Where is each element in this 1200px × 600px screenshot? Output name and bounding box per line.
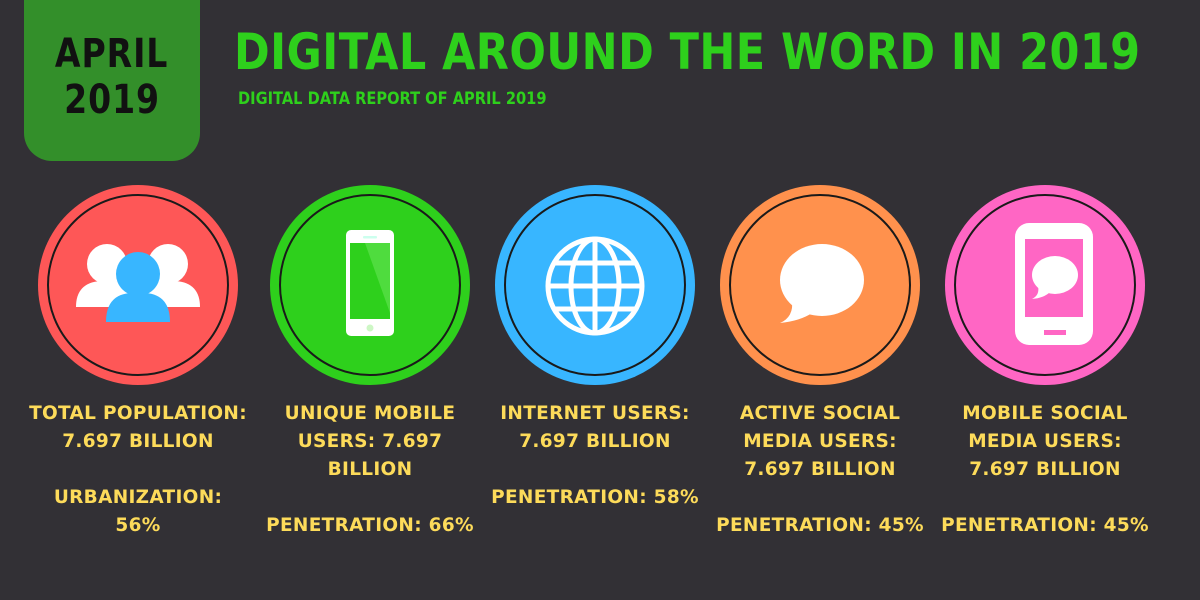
stat-detail-label: URBANIZATION: xyxy=(53,487,223,508)
stat-detail: PENETRATION: 66% xyxy=(266,515,474,536)
stat-detail-value: 56% xyxy=(115,515,161,536)
stat-label: TOTAL POPULATION: xyxy=(29,403,247,424)
stat-label: MOBILE SOCIAL xyxy=(962,403,1128,424)
stat-label: MEDIA USERS: xyxy=(743,431,897,452)
people-icon xyxy=(76,244,200,322)
speech-bubble-icon xyxy=(780,244,864,323)
stat-text: UNIQUE MOBILE USERS: 7.697 BILLION PENET… xyxy=(255,400,485,540)
stat-circle xyxy=(270,185,470,385)
stat-label: MEDIA USERS: xyxy=(968,431,1122,452)
badge-month: APRIL xyxy=(55,30,169,77)
stat-text: MOBILE SOCIAL MEDIA USERS: 7.697 BILLION… xyxy=(930,400,1160,540)
stat-circle xyxy=(495,185,695,385)
stat-label: ACTIVE SOCIAL xyxy=(739,403,901,424)
stat-detail: PENETRATION: 45% xyxy=(716,515,924,536)
stat-detail: PENETRATION: 58% xyxy=(491,487,699,508)
stat-label: USERS: 7.697 xyxy=(297,431,443,452)
stat-value: BILLION xyxy=(327,459,413,480)
page-subtitle: DIGITAL DATA REPORT OF APRIL 2019 xyxy=(238,89,547,109)
globe-icon xyxy=(545,236,645,336)
smartphone-icon xyxy=(346,230,394,336)
date-badge: APRIL 2019 xyxy=(24,0,200,161)
stat-value: 7.697 BILLION xyxy=(62,431,214,452)
stat-circle xyxy=(38,185,238,385)
stat-text: TOTAL POPULATION: 7.697 BILLION URBANIZA… xyxy=(23,400,253,540)
stat-label: INTERNET USERS: xyxy=(500,403,690,424)
stat-value: 7.697 BILLION xyxy=(969,459,1121,480)
stat-text: ACTIVE SOCIAL MEDIA USERS: 7.697 BILLION… xyxy=(705,400,935,540)
stat-circle xyxy=(720,185,920,385)
stat-detail: PENETRATION: 45% xyxy=(941,515,1149,536)
stat-value: 7.697 BILLION xyxy=(744,459,896,480)
page-title: DIGITAL AROUND THE WORD IN 2019 xyxy=(234,23,1141,81)
stat-circle xyxy=(945,185,1145,385)
stat-text: INTERNET USERS: 7.697 BILLION PENETRATIO… xyxy=(480,400,710,512)
stat-label: UNIQUE MOBILE xyxy=(284,403,456,424)
badge-year: 2019 xyxy=(64,76,160,123)
stat-value: 7.697 BILLION xyxy=(519,431,671,452)
mobile-chat-icon xyxy=(1015,223,1093,345)
